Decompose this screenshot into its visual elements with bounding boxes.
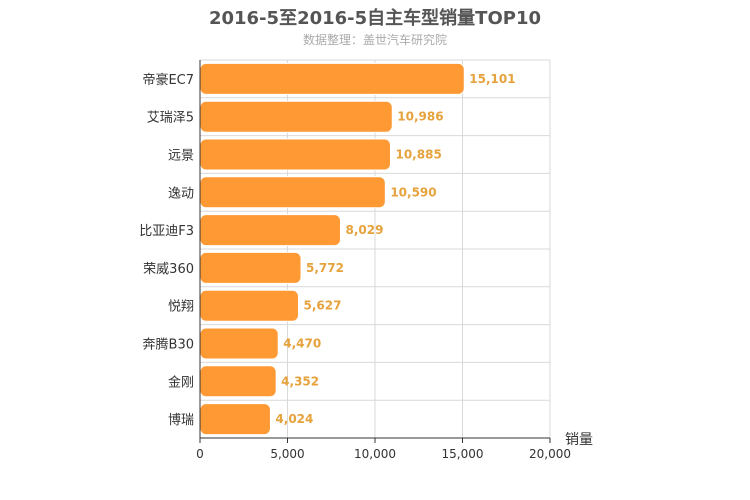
x-tick-label: 15,000 <box>442 447 484 461</box>
bar <box>199 138 391 171</box>
data-label: 4,470 <box>283 337 321 351</box>
x-tick-label: 20,000 <box>529 447 571 461</box>
chart-title: 2016-5至2016-5自主车型销量TOP10 <box>208 8 541 29</box>
category-label: 帝豪EC7 <box>142 72 194 88</box>
bar <box>199 327 279 360</box>
category-label: 博瑞 <box>168 413 194 428</box>
category-label: 金刚 <box>168 374 194 390</box>
bar <box>199 100 393 133</box>
data-labels: 15,101 10,986 10,885 10,590 8,029 5,772 5,627 4… <box>275 72 515 426</box>
data-label: 5,627 <box>303 299 341 313</box>
category-label: 荣威360 <box>143 262 194 277</box>
data-label: 5,772 <box>306 261 344 275</box>
bar <box>199 289 299 322</box>
category-label: 奔腾B30 <box>143 337 194 353</box>
x-tick-label: 0 <box>196 447 204 461</box>
bar <box>199 251 302 284</box>
category-label: 远景 <box>168 149 194 164</box>
bars <box>199 62 465 436</box>
category-label: 悦翔 <box>168 300 194 315</box>
data-label: 8,029 <box>346 223 384 237</box>
bar <box>199 214 342 247</box>
category-label: 逸动 <box>168 186 194 201</box>
bar <box>199 403 271 436</box>
bar <box>199 365 277 398</box>
data-label: 10,590 <box>390 185 436 199</box>
category-label: 比亚迪F3 <box>139 224 194 239</box>
bar <box>199 176 386 209</box>
chart-subtitle: 数据整理：盖世汽车研究院 <box>302 33 447 47</box>
data-label: 10,885 <box>395 148 441 162</box>
data-label: 4,024 <box>275 412 313 426</box>
x-tick-label: 10,000 <box>354 447 396 461</box>
data-label: 15,101 <box>469 72 515 86</box>
x-tick-label: 5,000 <box>270 447 304 461</box>
category-label: 艾瑞泽5 <box>147 111 194 126</box>
data-label: 4,352 <box>281 374 319 388</box>
x-tick-labels: 0 5,000 10,000 15,000 20,000 <box>196 447 571 461</box>
axes <box>199 60 551 443</box>
data-label: 10,986 <box>397 110 443 124</box>
x-axis-title: 销量 <box>565 432 593 448</box>
bar <box>199 62 465 95</box>
